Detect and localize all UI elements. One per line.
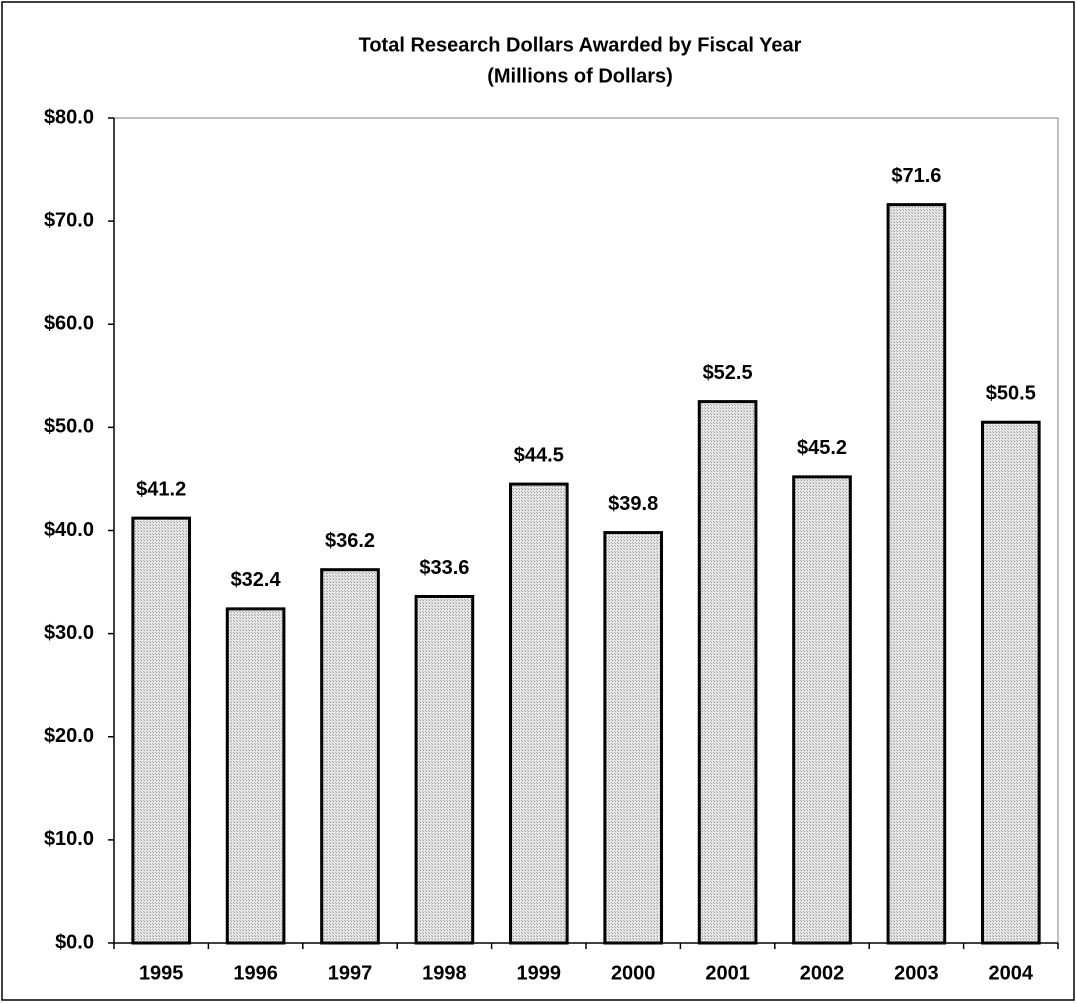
x-tick-label: 2002 (800, 962, 845, 984)
data-label: $50.5 (986, 383, 1036, 405)
y-tick-label: $0.0 (55, 931, 94, 953)
data-label: $45.2 (797, 437, 847, 459)
data-label: $36.2 (325, 530, 375, 552)
bar (792, 475, 852, 945)
x-tick-label: 2004 (989, 962, 1034, 984)
y-tick-label: $60.0 (44, 313, 94, 335)
x-tick-label: 2000 (611, 962, 656, 984)
bar (225, 607, 286, 945)
y-tick-label: $20.0 (44, 725, 94, 747)
x-tick-label: 2003 (894, 962, 939, 984)
bar (414, 595, 475, 945)
data-label: $39.8 (608, 493, 658, 515)
x-tick-label: 1998 (422, 962, 467, 984)
chart-title: Total Research Dollars Awarded by Fiscal… (359, 34, 802, 56)
data-label: $44.5 (514, 444, 564, 466)
x-tick-label: 1999 (517, 962, 562, 984)
x-tick-label: 2001 (705, 962, 750, 984)
data-label: $71.6 (891, 165, 941, 187)
data-label: $52.5 (703, 362, 753, 384)
data-label: $41.2 (136, 478, 186, 500)
y-tick-label: $70.0 (44, 209, 94, 231)
y-tick-label: $10.0 (44, 828, 94, 850)
bar (131, 516, 192, 945)
y-tick-label: $50.0 (44, 416, 94, 438)
chart-subtitle: (Millions of Dollars) (487, 65, 673, 87)
bar (886, 203, 947, 945)
data-label: $33.6 (419, 557, 469, 579)
bar (603, 531, 664, 945)
bar (980, 420, 1041, 945)
y-tick-label: $80.0 (44, 106, 94, 128)
x-tick-label: 1997 (328, 962, 373, 984)
x-tick-label: 1995 (139, 962, 184, 984)
bar (697, 400, 758, 945)
y-tick-label: $40.0 (44, 519, 94, 541)
bar (320, 568, 380, 945)
y-tick-label: $30.0 (44, 622, 94, 644)
data-label: $32.4 (231, 569, 282, 591)
bar (508, 482, 569, 945)
x-tick-label: 1996 (233, 962, 278, 984)
